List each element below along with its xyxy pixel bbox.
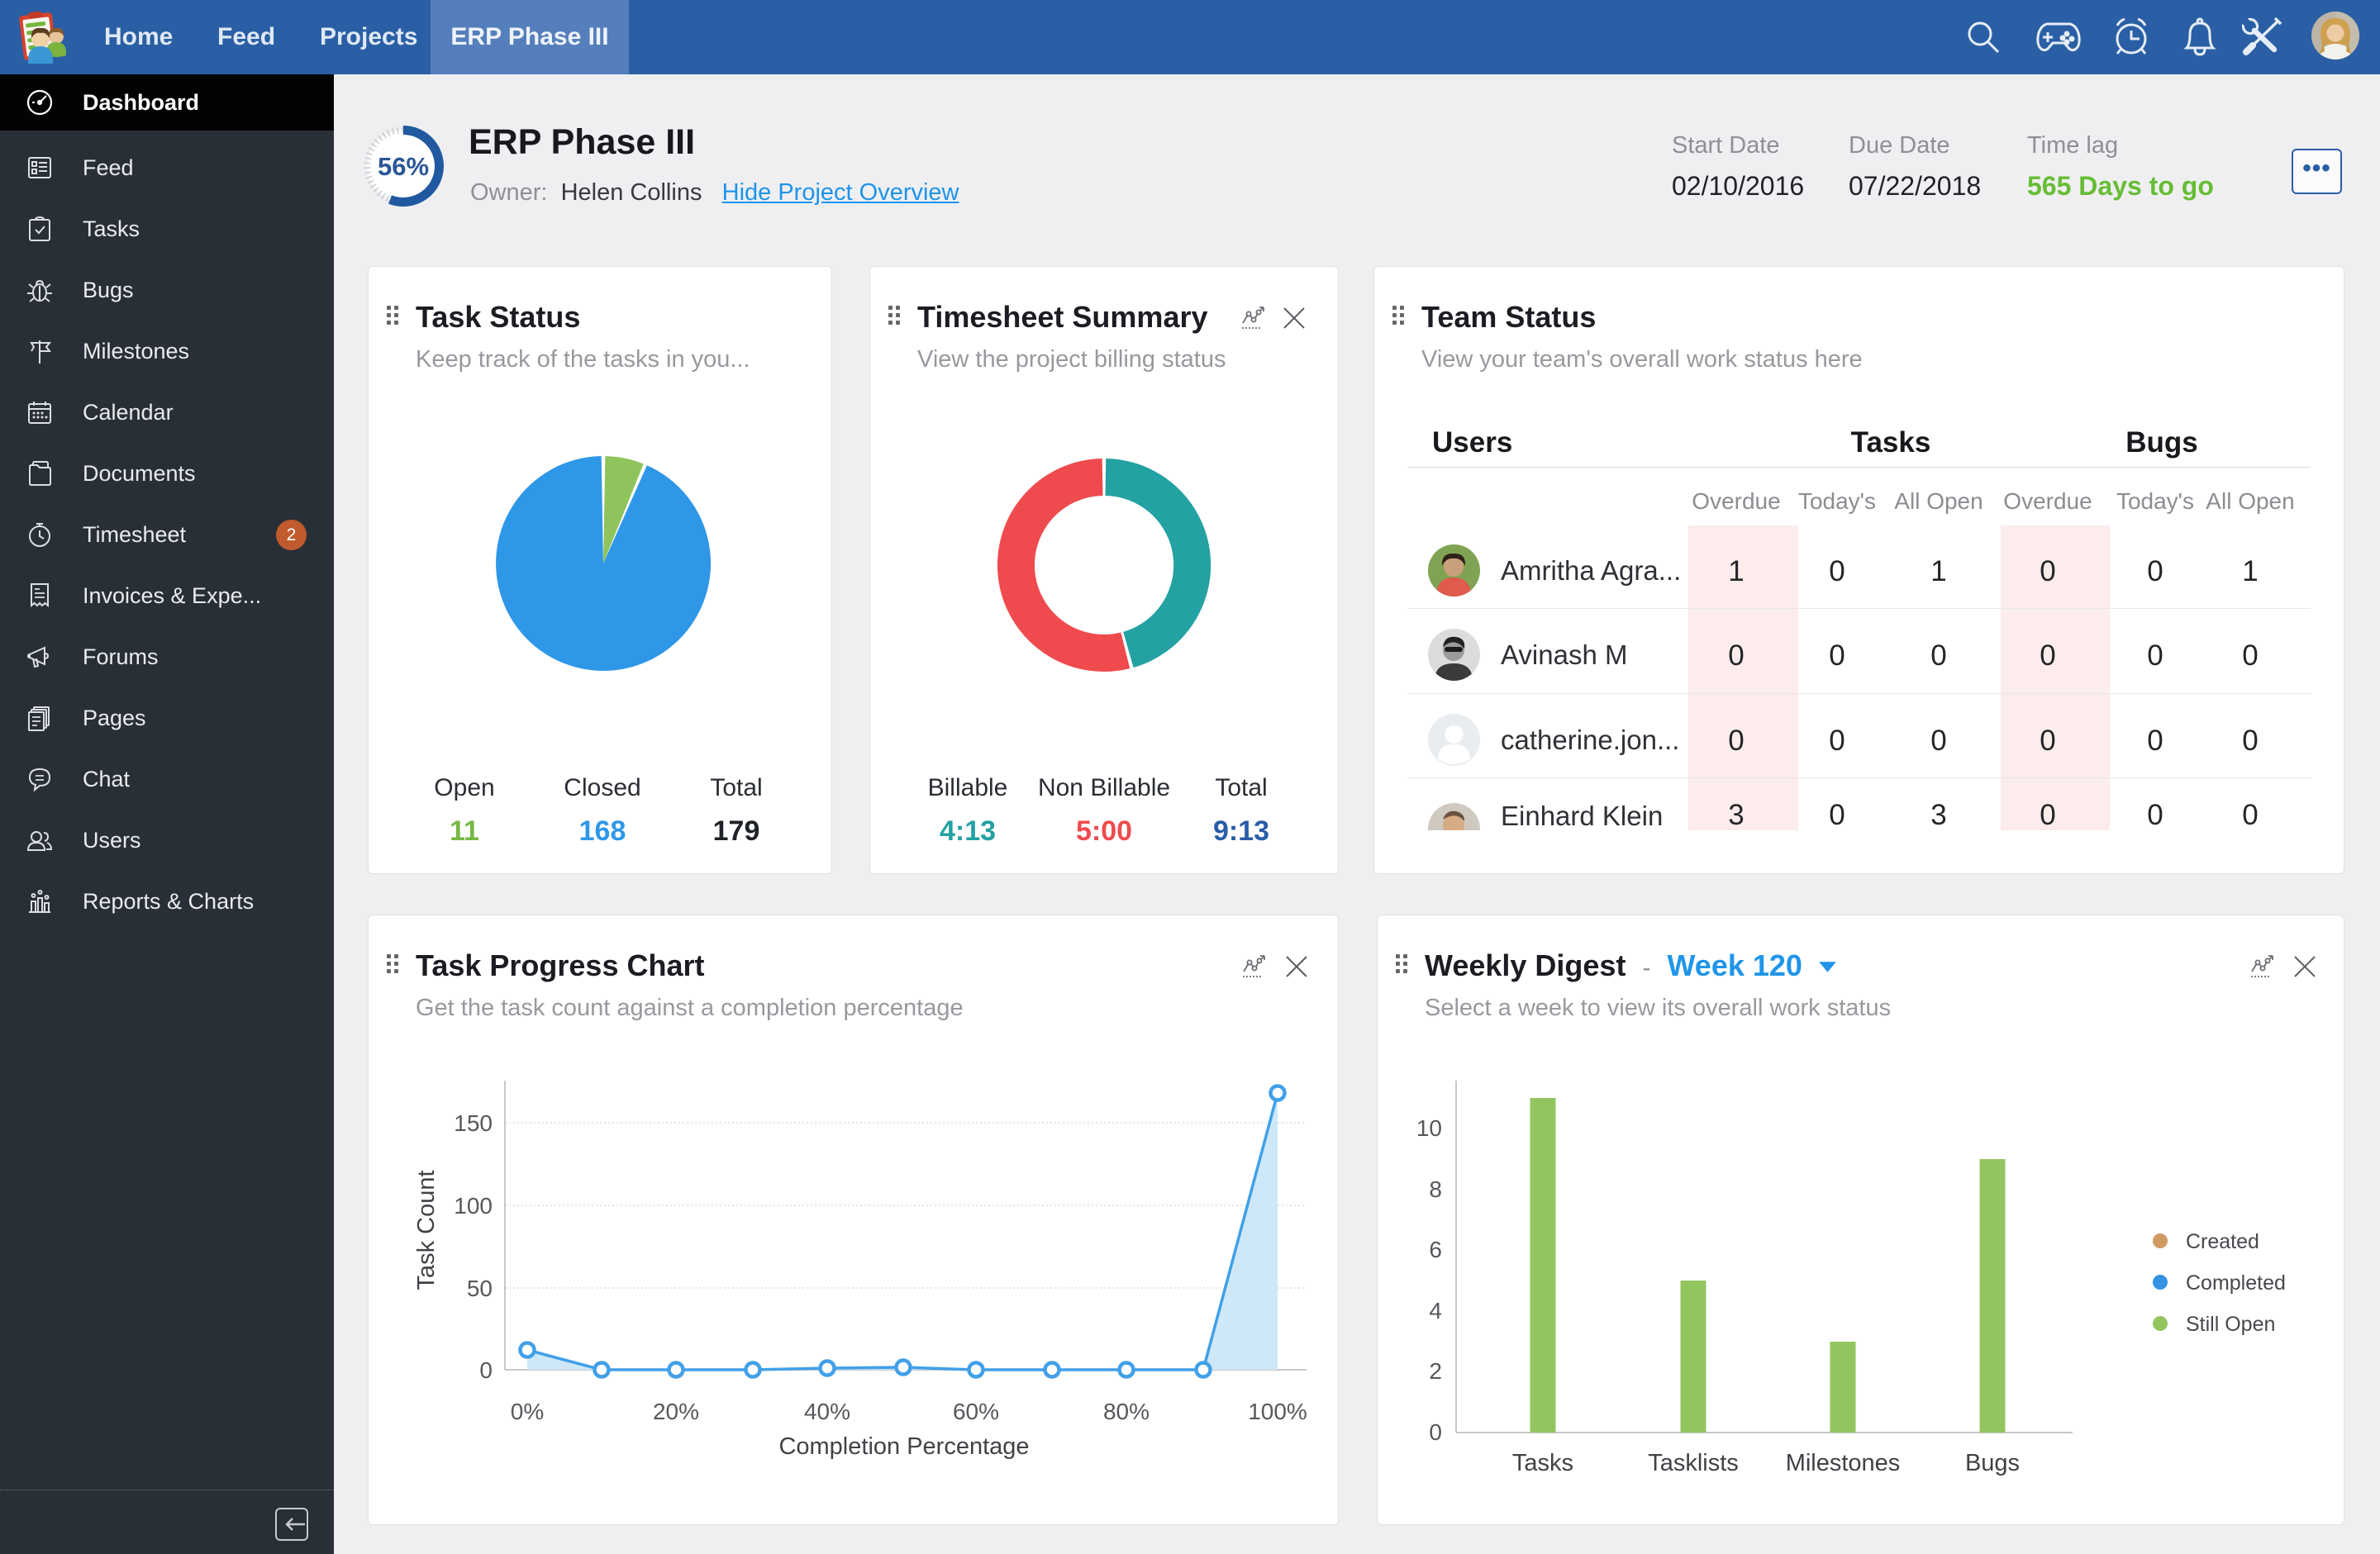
svg-text:0: 0 [1429,1419,1442,1445]
svg-text:6: 6 [1429,1237,1442,1262]
svg-text:150: 150 [454,1110,493,1136]
svg-text:60%: 60% [953,1399,999,1424]
svg-text:40%: 40% [804,1399,850,1424]
svg-text:0%: 0% [511,1399,544,1424]
svg-text:Still Open: Still Open [2186,1313,2275,1336]
svg-text:2: 2 [1429,1358,1442,1384]
svg-text:Completion Percentage: Completion Percentage [778,1433,1029,1460]
svg-text:Tasklists: Tasklists [1648,1450,1739,1476]
svg-text:0: 0 [479,1357,493,1383]
svg-text:56%: 56% [378,152,429,181]
svg-text:80%: 80% [1103,1399,1150,1424]
svg-text:100%: 100% [1248,1399,1307,1424]
svg-text:Task Count: Task Count [413,1170,440,1290]
svg-text:20%: 20% [653,1399,699,1424]
svg-text:4: 4 [1429,1298,1442,1324]
svg-text:10: 10 [1416,1115,1442,1141]
svg-text:Tasks: Tasks [1512,1450,1573,1476]
svg-text:Created: Created [2186,1230,2259,1253]
svg-text:50: 50 [467,1276,493,1301]
svg-text:Bugs: Bugs [1965,1450,2020,1476]
svg-text:Completed: Completed [2186,1271,2286,1295]
svg-text:Milestones: Milestones [1786,1450,1901,1476]
svg-text:100: 100 [454,1193,493,1219]
svg-text:8: 8 [1429,1176,1442,1202]
